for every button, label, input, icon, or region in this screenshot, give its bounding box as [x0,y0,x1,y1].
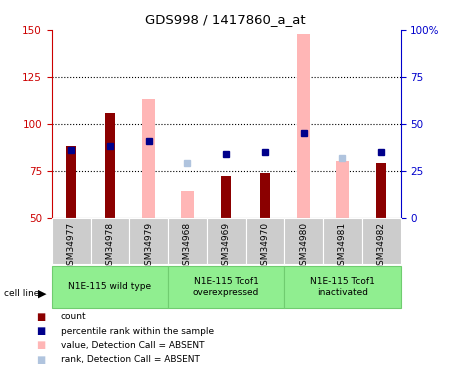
Text: rank, Detection Call = ABSENT: rank, Detection Call = ABSENT [61,355,200,364]
Bar [221,176,231,218]
Bar [168,266,284,308]
Text: ■: ■ [36,326,45,336]
Text: cell line: cell line [4,289,40,298]
Bar [52,266,168,308]
Bar [284,266,400,308]
Text: ▶: ▶ [38,288,47,298]
Bar [168,217,207,264]
Text: N1E-115 wild type: N1E-115 wild type [68,282,152,291]
Bar [336,161,349,218]
Text: GSM34979: GSM34979 [144,222,153,272]
Text: GSM34980: GSM34980 [299,222,308,272]
Text: ■: ■ [36,340,45,350]
Bar [105,112,115,218]
Text: ■: ■ [36,355,45,364]
Bar [129,217,168,264]
Text: GSM34970: GSM34970 [261,222,270,272]
Bar [142,99,155,218]
Bar [376,163,386,218]
Bar [246,217,284,264]
Bar [52,217,90,264]
Bar [90,217,129,264]
Text: GSM34969: GSM34969 [221,222,230,272]
Text: N1E-115 Tcof1
inactivated: N1E-115 Tcof1 inactivated [310,277,375,297]
Text: GSM34978: GSM34978 [105,222,114,272]
Text: percentile rank within the sample: percentile rank within the sample [61,327,214,336]
Text: GSM34981: GSM34981 [338,222,347,272]
Bar [66,146,76,218]
Bar [323,217,362,264]
Text: ■: ■ [36,312,45,322]
Text: GSM34977: GSM34977 [67,222,76,272]
Bar [284,217,323,264]
Text: value, Detection Call = ABSENT: value, Detection Call = ABSENT [61,341,204,350]
Text: GDS998 / 1417860_a_at: GDS998 / 1417860_a_at [145,13,305,26]
Text: count: count [61,312,86,321]
Text: N1E-115 Tcof1
overexpressed: N1E-115 Tcof1 overexpressed [193,277,259,297]
Bar [297,34,310,218]
Text: GSM34968: GSM34968 [183,222,192,272]
Bar [180,191,194,217]
Text: GSM34982: GSM34982 [377,222,386,271]
Bar [362,217,400,264]
Bar [207,217,246,264]
Bar [260,172,270,217]
